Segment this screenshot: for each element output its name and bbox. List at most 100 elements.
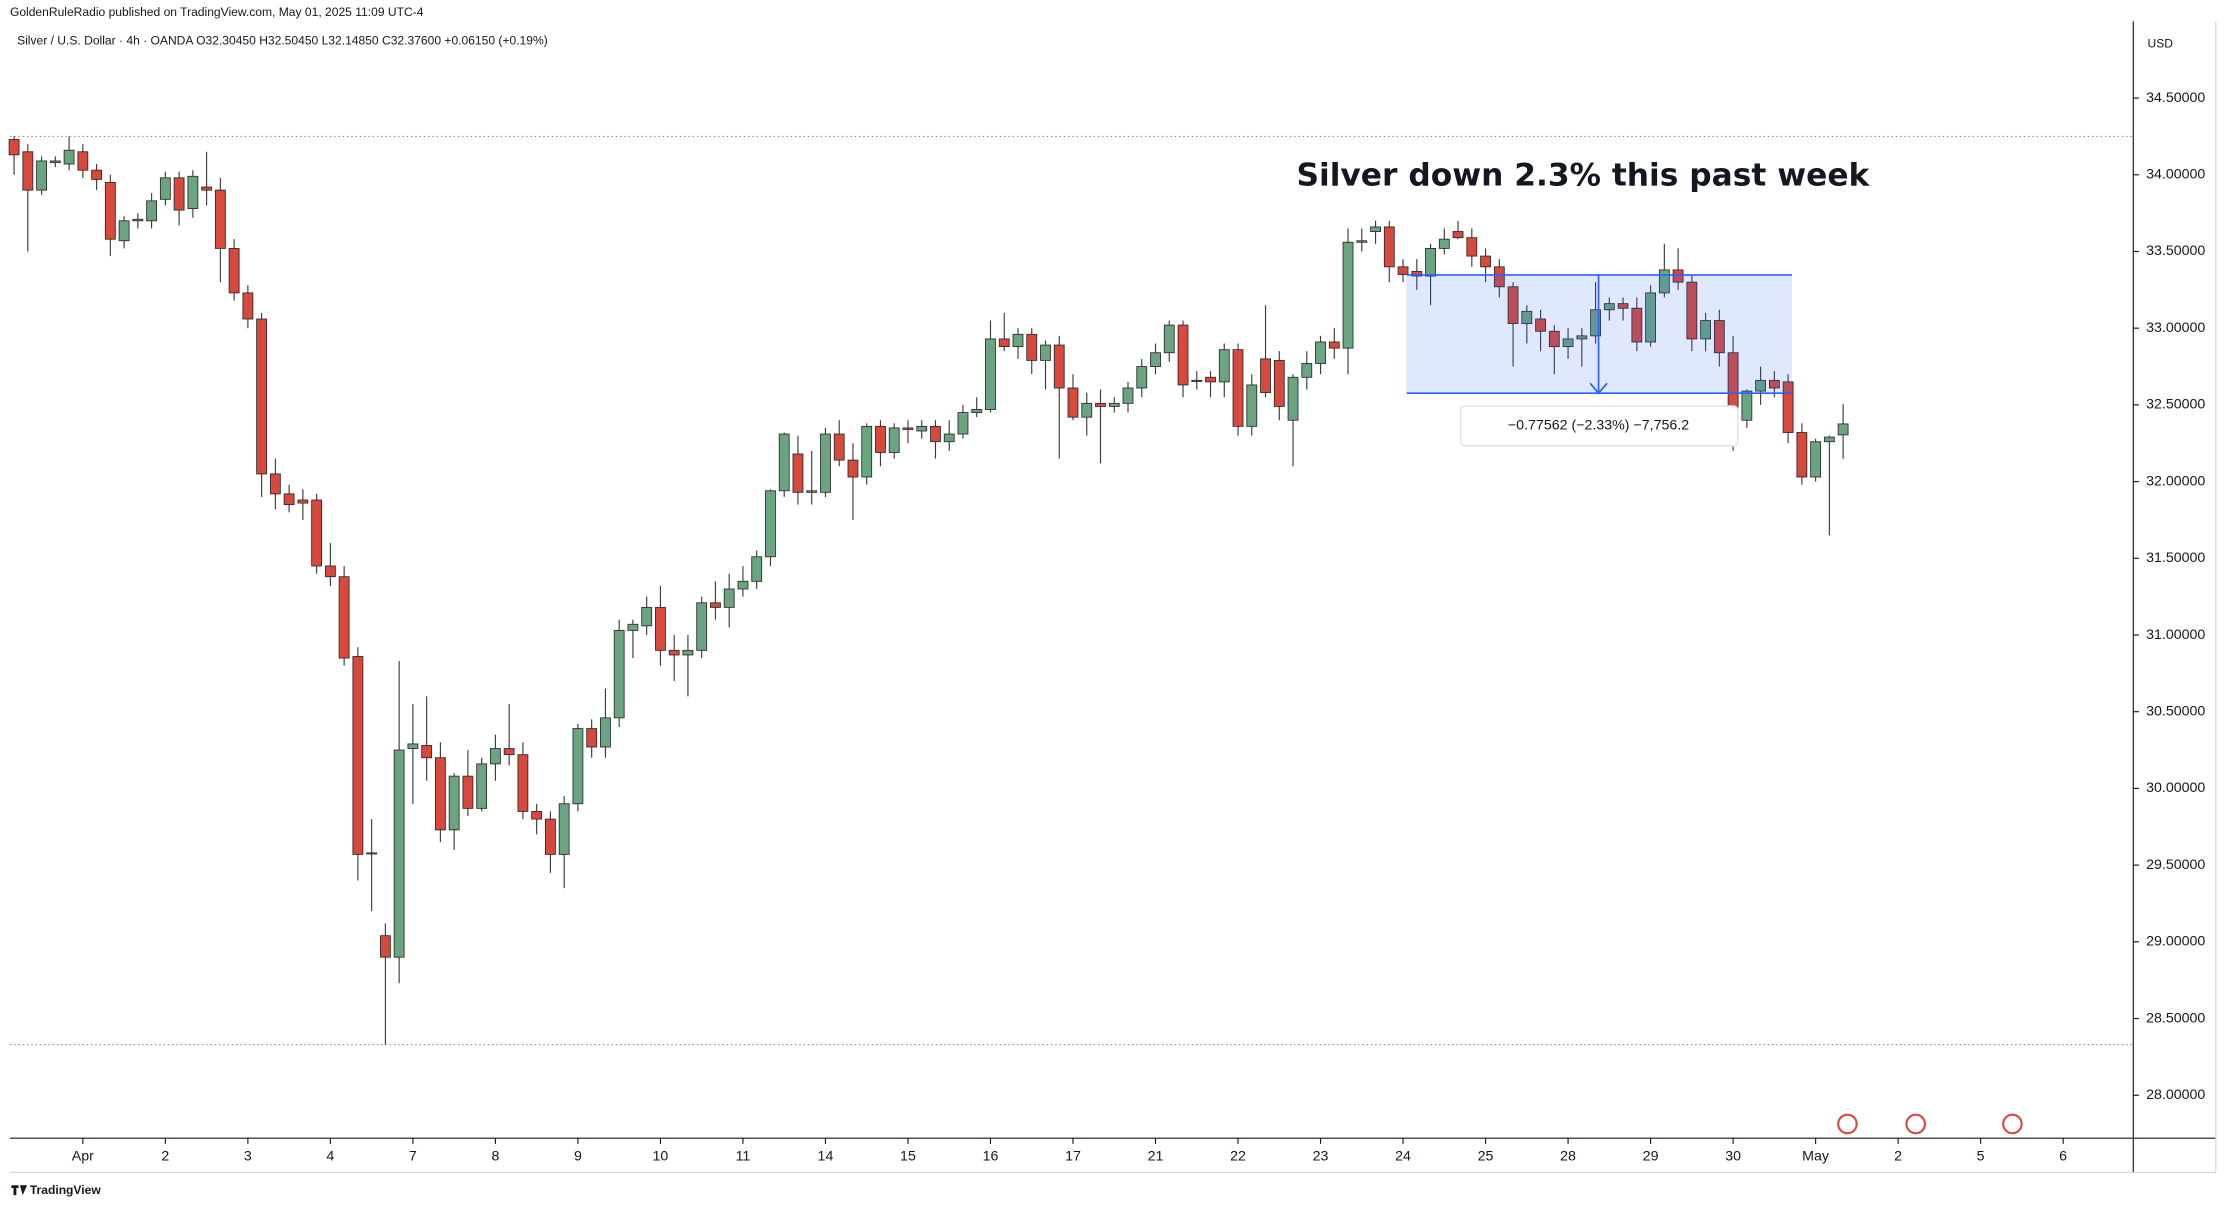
candle-body (930, 425, 941, 443)
candle-body (572, 728, 584, 805)
x-tick-label: 3 (244, 1148, 252, 1164)
candle-body (1191, 379, 1203, 382)
symbol-info: Silver / U.S. Dollar · 4h · OANDA O32.30… (17, 33, 548, 47)
candle-body (434, 757, 446, 831)
candle-body (1823, 436, 1835, 443)
x-tick-label: 23 (1313, 1148, 1329, 1164)
candle-body (957, 412, 969, 435)
candle-body (1053, 344, 1065, 389)
candle-body (1246, 384, 1258, 427)
candle-body (792, 453, 804, 493)
candle-body (1040, 344, 1051, 361)
candle-body (998, 338, 1010, 348)
candle-body (641, 606, 653, 627)
candle-body (1631, 307, 1643, 343)
candle-body (1837, 423, 1849, 436)
candle-body (77, 151, 89, 171)
x-tick-label: 10 (653, 1148, 669, 1164)
candle-body (545, 818, 556, 855)
x-tick-label: 15 (900, 1148, 916, 1164)
candle-body (1713, 320, 1725, 354)
currency: USD (2148, 36, 2174, 50)
candle-body (1590, 309, 1601, 337)
x-tick-label: 17 (1065, 1148, 1081, 1164)
candle-body (558, 803, 570, 855)
measure-label-box (1459, 405, 1739, 447)
candle-body (1493, 266, 1505, 288)
candle-body (311, 499, 323, 567)
annotation-title: Silver down 2.3% this past week (1296, 158, 1870, 194)
y-tick-label: 31.00000 (2146, 627, 2205, 643)
event-icon[interactable] (1837, 1113, 1858, 1135)
candle-body (118, 220, 130, 242)
candle-body (1356, 240, 1368, 243)
candle-body (324, 565, 336, 578)
event-icon[interactable] (2002, 1113, 2023, 1135)
candle-body (1810, 441, 1822, 478)
x-tick-label: 16 (983, 1148, 999, 1164)
measure-label: −0.77562 (−2.33%) −7,756.2 (1508, 418, 1689, 434)
candle-body (146, 200, 158, 222)
y-tick-label: 32.50000 (2146, 397, 2205, 413)
candle-body (1686, 281, 1698, 340)
candle-body (1548, 330, 1560, 348)
y-tick-label: 33.00000 (2146, 320, 2205, 336)
y-tick-label: 28.50000 (2146, 1010, 2205, 1026)
candle-body (503, 748, 515, 756)
candle-body (888, 427, 900, 453)
candle-body (820, 433, 831, 493)
candle-body (1397, 266, 1409, 275)
x-tick-label: 22 (1230, 1148, 1246, 1164)
measure-tool: −0.77562 (−2.33%) −7,756.2 (1406, 274, 1792, 447)
y-tick-label: 30.50000 (2146, 703, 2205, 719)
candle-body (1768, 379, 1780, 389)
candle-body (723, 588, 735, 608)
candle-body (600, 717, 611, 748)
candle-body (1796, 432, 1808, 478)
candle-body (1177, 324, 1189, 386)
x-tick-label: 5 (1977, 1148, 1985, 1164)
candle-body (173, 177, 185, 211)
candle-body (1342, 241, 1354, 349)
x-tick-label: 21 (1148, 1148, 1164, 1164)
x-tick-label: 29 (1643, 1148, 1659, 1164)
candle-body (1163, 324, 1175, 354)
candle-body (833, 433, 845, 461)
candle-body (1122, 387, 1134, 404)
candle-body (476, 763, 488, 809)
candle-body (1136, 366, 1148, 389)
x-tick-label: 2 (1894, 1148, 1902, 1164)
x-tick-label: Apr (72, 1148, 94, 1164)
candle-body (1452, 231, 1464, 239)
event-icon[interactable] (1905, 1113, 1927, 1135)
candle-body (22, 151, 34, 191)
candle-body (1150, 352, 1161, 367)
y-tick-label: 29.00000 (2146, 934, 2205, 950)
candle-body (985, 338, 996, 410)
candle-body (1095, 402, 1106, 407)
candle-body (366, 852, 378, 855)
x-tick-label: 7 (409, 1148, 417, 1164)
candle-body (1273, 359, 1285, 407)
candle-body (91, 169, 102, 180)
candle-body (1108, 402, 1120, 407)
candle-body (1562, 338, 1574, 348)
candle-body (338, 576, 350, 659)
x-tick-label: 9 (574, 1148, 582, 1164)
candle-body (256, 318, 268, 475)
candle-body (971, 409, 983, 413)
y-tick-label: 31.50000 (2146, 550, 2205, 566)
y-tick-label: 34.00000 (2146, 167, 2205, 183)
candle-body (1026, 333, 1038, 361)
candle-body (1658, 269, 1670, 294)
candle-body (448, 775, 460, 831)
x-tick-label: 2 (161, 1148, 169, 1164)
candle-body (1328, 341, 1340, 349)
candle-body (1260, 358, 1271, 394)
x-tick-label: 6 (2059, 1148, 2067, 1164)
candle-body (1383, 226, 1395, 268)
x-tick-label: 11 (736, 1148, 751, 1164)
candle-body (393, 749, 405, 958)
candle-body (1617, 303, 1629, 309)
